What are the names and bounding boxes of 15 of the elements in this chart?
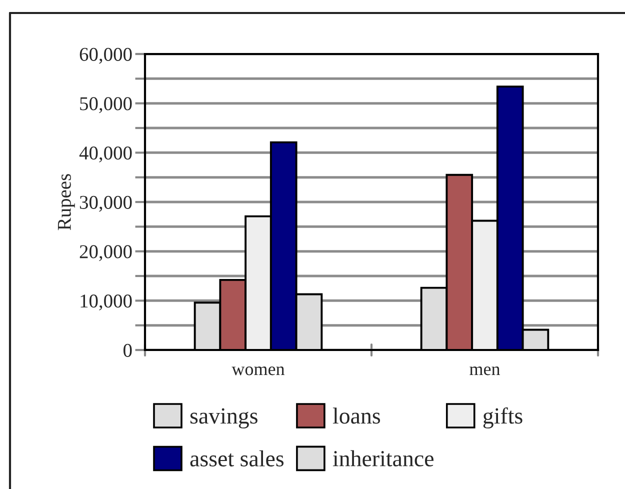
legend-label: asset sales xyxy=(190,450,284,466)
y-tick-label: 10,000 xyxy=(80,294,132,310)
y-tick-label: 20,000 xyxy=(80,245,132,262)
y-tick-label: 0 xyxy=(124,344,132,357)
legend-label: loans xyxy=(332,408,380,424)
y-tick-label: 30,000 xyxy=(80,196,132,212)
x-tick-label: men xyxy=(470,366,500,376)
y-tick-label: 50,000 xyxy=(80,97,132,114)
legend-label: savings xyxy=(190,408,258,428)
y-axis-title: Rupees xyxy=(58,174,75,230)
y-tick-label: 40,000 xyxy=(79,146,132,162)
y-tick-label: 60,000 xyxy=(80,48,132,64)
x-tick-label: women xyxy=(232,366,285,376)
legend-label: inheritance xyxy=(332,450,434,466)
legend-label: gifts xyxy=(483,407,522,428)
